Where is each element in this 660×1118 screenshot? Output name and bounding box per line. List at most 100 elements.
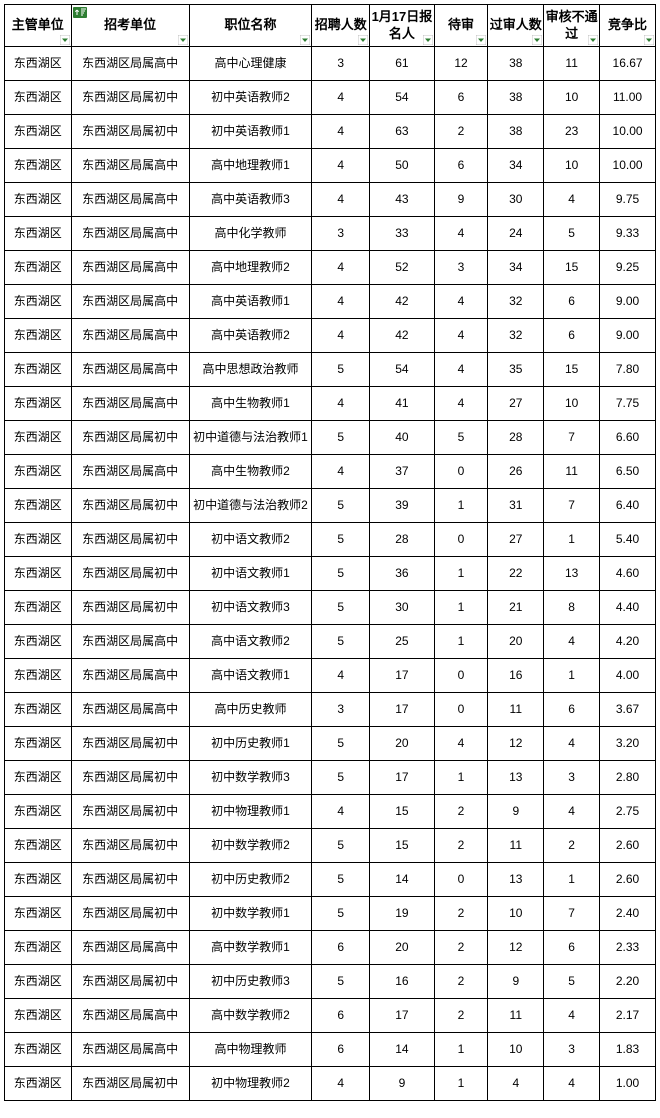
table-cell: 4: [312, 795, 370, 829]
table-cell: 6: [434, 81, 488, 115]
table-cell: 4: [544, 625, 600, 659]
filter-dropdown-icon[interactable]: [588, 35, 598, 45]
column-header-label: 过审人数: [490, 17, 542, 32]
table-cell: 东西湖区: [5, 1067, 72, 1101]
table-cell: 东西湖区局属初中: [71, 1067, 189, 1101]
table-cell: 0: [434, 693, 488, 727]
table-cell: 2.40: [600, 897, 656, 931]
table-cell: 东西湖区局属高中: [71, 149, 189, 183]
table-cell: 1: [434, 591, 488, 625]
column-header[interactable]: 主管单位: [5, 5, 72, 47]
table-cell: 5: [312, 897, 370, 931]
table-row: 东西湖区东西湖区局属初中初中物理教师2491441.00: [5, 1067, 656, 1101]
table-cell: 4: [312, 81, 370, 115]
table-cell: 25: [370, 625, 434, 659]
table-cell: 5: [544, 965, 600, 999]
table-cell: 东西湖区局属初中: [71, 557, 189, 591]
table-cell: 东西湖区: [5, 897, 72, 931]
table-cell: 10.00: [600, 149, 656, 183]
table-cell: 东西湖区局属初中: [71, 795, 189, 829]
column-header[interactable]: 过审人数: [488, 5, 544, 47]
table-row: 东西湖区东西湖区局属初中初中物理教师14152942.75: [5, 795, 656, 829]
table-cell: 9.25: [600, 251, 656, 285]
filter-dropdown-icon[interactable]: [178, 35, 188, 45]
table-cell: 3: [544, 761, 600, 795]
table-cell: 4: [312, 387, 370, 421]
table-cell: 43: [370, 183, 434, 217]
table-cell: 4.40: [600, 591, 656, 625]
table-cell: 2.20: [600, 965, 656, 999]
table-cell: 1: [544, 659, 600, 693]
table-cell: 5: [312, 523, 370, 557]
table-cell: 20: [488, 625, 544, 659]
table-cell: 5: [312, 829, 370, 863]
table-cell: 4: [434, 353, 488, 387]
column-header[interactable]: 审核不通过: [544, 5, 600, 47]
table-cell: 4: [312, 183, 370, 217]
table-row: 东西湖区东西湖区局属高中高中地理教师14506341010.00: [5, 149, 656, 183]
table-cell: 初中数学教师2: [189, 829, 311, 863]
table-cell: 高中地理教师1: [189, 149, 311, 183]
table-cell: 9: [434, 183, 488, 217]
table-cell: 9: [488, 795, 544, 829]
table-cell: 1: [434, 1067, 488, 1101]
table-cell: 东西湖区局属高中: [71, 999, 189, 1033]
column-header[interactable]: 竞争比: [600, 5, 656, 47]
column-header-label: 1月17日报名人: [372, 9, 433, 41]
table-cell: 东西湖区局属高中: [71, 285, 189, 319]
table-cell: 2.60: [600, 829, 656, 863]
table-cell: 初中道德与法治教师1: [189, 421, 311, 455]
table-cell: 初中物理教师1: [189, 795, 311, 829]
column-header[interactable]: 1月17日报名人: [370, 5, 434, 47]
table-cell: 4: [544, 727, 600, 761]
table-cell: 38: [488, 81, 544, 115]
table-cell: 21: [488, 591, 544, 625]
table-row: 东西湖区东西湖区局属初中初中数学教师151921072.40: [5, 897, 656, 931]
filter-dropdown-icon[interactable]: [60, 35, 70, 45]
table-cell: 初中语文教师3: [189, 591, 311, 625]
table-cell: 初中数学教师1: [189, 897, 311, 931]
table-cell: 东西湖区: [5, 81, 72, 115]
table-cell: 27: [488, 387, 544, 421]
table-cell: 东西湖区: [5, 659, 72, 693]
table-cell: 37: [370, 455, 434, 489]
column-header[interactable]: 职位名称: [189, 5, 311, 47]
filter-dropdown-icon[interactable]: [476, 35, 486, 45]
table-cell: 东西湖区: [5, 829, 72, 863]
filter-dropdown-icon[interactable]: [644, 35, 654, 45]
table-cell: 东西湖区: [5, 353, 72, 387]
table-cell: 1: [434, 489, 488, 523]
table-cell: 东西湖区: [5, 47, 72, 81]
filter-dropdown-icon[interactable]: [358, 35, 368, 45]
column-header[interactable]: 待审: [434, 5, 488, 47]
table-cell: 2: [434, 965, 488, 999]
table-cell: 9.00: [600, 285, 656, 319]
table-row: 东西湖区东西湖区局属初中初中道德与法治教师154052876.60: [5, 421, 656, 455]
filter-dropdown-icon[interactable]: [423, 35, 433, 45]
table-cell: 11: [488, 693, 544, 727]
table-cell: 63: [370, 115, 434, 149]
table-row: 东西湖区东西湖区局属初中初中道德与法治教师253913176.40: [5, 489, 656, 523]
table-cell: 35: [488, 353, 544, 387]
column-header[interactable]: 招考单位: [71, 5, 189, 47]
filter-dropdown-icon[interactable]: [532, 35, 542, 45]
table-cell: 东西湖区局属高中: [71, 217, 189, 251]
table-cell: 4: [312, 149, 370, 183]
table-cell: 38: [488, 115, 544, 149]
column-header[interactable]: 招聘人数: [312, 5, 370, 47]
table-cell: 4: [312, 659, 370, 693]
table-cell: 1: [434, 625, 488, 659]
table-cell: 东西湖区: [5, 863, 72, 897]
table-cell: 东西湖区: [5, 489, 72, 523]
table-cell: 东西湖区: [5, 795, 72, 829]
table-cell: 东西湖区: [5, 183, 72, 217]
filter-dropdown-icon[interactable]: [300, 35, 310, 45]
table-cell: 52: [370, 251, 434, 285]
table-cell: 高中思想政治教师: [189, 353, 311, 387]
table-row: 东西湖区东西湖区局属高中高中生物教师1441427107.75: [5, 387, 656, 421]
table-cell: 4: [544, 795, 600, 829]
table-cell: 东西湖区局属初中: [71, 727, 189, 761]
table-cell: 7.75: [600, 387, 656, 421]
table-cell: 23: [544, 115, 600, 149]
table-cell: 4: [312, 1067, 370, 1101]
